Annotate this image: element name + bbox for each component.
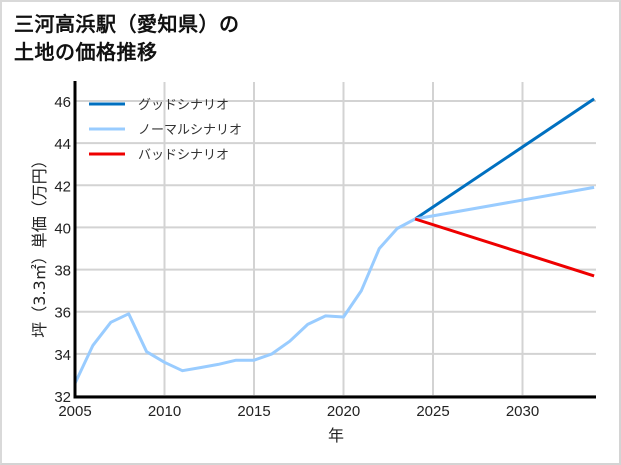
y-tick-label: 36 xyxy=(54,305,71,322)
series-line-1 xyxy=(73,185,595,385)
legend-label-1: ノーマルシナリオ xyxy=(138,123,242,138)
series-line-0 xyxy=(414,97,595,221)
x-tick-label: 2020 xyxy=(327,403,360,420)
y-tick-label: 32 xyxy=(54,389,71,406)
x-axis-label: 年 xyxy=(328,426,344,445)
chart-title: 三河高浜駅（愛知県）の 土地の価格推移 xyxy=(14,10,240,66)
x-tick-label: 2015 xyxy=(237,403,270,420)
series-line-2 xyxy=(414,217,595,278)
y-tick-label: 44 xyxy=(54,136,71,153)
chart-title-line1: 三河高浜駅（愛知県）の xyxy=(14,12,240,36)
x-tick-label: 2025 xyxy=(416,403,449,420)
legend-label-2: バッドシナリオ xyxy=(138,148,229,163)
y-tick-label: 46 xyxy=(54,94,71,111)
y-tick-label: 42 xyxy=(54,178,71,195)
x-tick-label: 2030 xyxy=(506,403,539,420)
legend-label-0: グッドシナリオ xyxy=(138,98,229,113)
x-tick-label: 2010 xyxy=(148,403,181,420)
y-tick-label: 40 xyxy=(54,220,71,237)
y-tick-label: 34 xyxy=(54,347,71,364)
x-tick-label: 2005 xyxy=(58,403,91,420)
y-axis-label: 坪（3.3㎡）単価（万円） xyxy=(30,152,49,337)
chart-title-line2: 土地の価格推移 xyxy=(14,40,158,64)
y-tick-label: 38 xyxy=(54,263,71,280)
